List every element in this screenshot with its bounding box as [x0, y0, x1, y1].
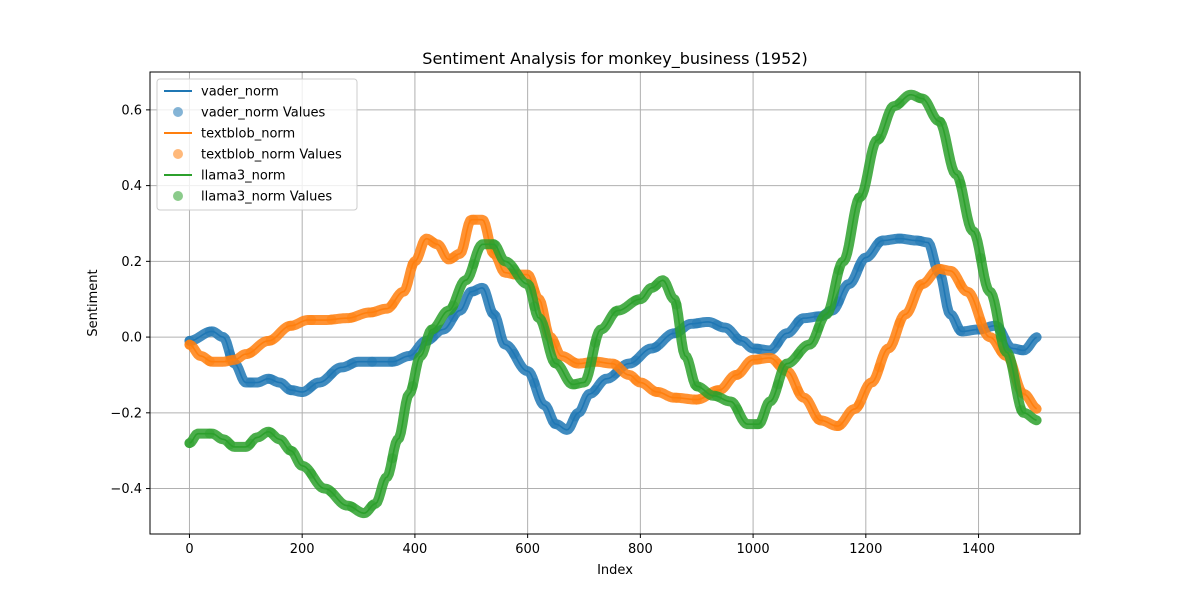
legend-label: textblob_norm Values — [201, 148, 342, 163]
legend-label: llama3_norm Values — [201, 190, 332, 205]
legend: vader_norm vader_norm Values textblob_norm… — [156, 78, 358, 211]
x-tick-label: 0 — [185, 542, 193, 557]
legend-label: vader_norm Values — [201, 106, 326, 121]
x-tick-label: 200 — [290, 542, 315, 557]
series-line — [189, 93, 1037, 514]
x-tick-label: 600 — [515, 542, 540, 557]
legend-marker-swatch — [173, 107, 183, 117]
x-tick-label: 400 — [402, 542, 427, 557]
series-line — [189, 237, 1038, 431]
y-tick-label: 0.2 — [121, 255, 142, 270]
legend-label: textblob_norm — [201, 127, 295, 142]
series-line — [189, 218, 1038, 427]
legend-label: llama3_norm — [201, 169, 286, 184]
x-tick-label: 1400 — [962, 542, 995, 557]
y-tick-label: 0.6 — [121, 103, 142, 118]
axis-ticks: 0 200 400 600 800 1000 1200 1400 −0.4 −0.2 0.0 0.2 0… — [110, 103, 995, 557]
series-llama3_norm — [184, 89, 1042, 519]
y-axis-label: Sentiment — [86, 269, 101, 336]
y-tick-label: −0.2 — [110, 406, 142, 421]
legend-label: vader_norm — [201, 85, 279, 100]
series-layer — [184, 89, 1042, 519]
legend-marker-swatch — [173, 149, 183, 159]
chart-title: Sentiment Analysis for monkey_business (… — [422, 49, 807, 69]
legend-box — [156, 78, 358, 211]
plot-frame — [149, 71, 1081, 535]
legend-marker-swatch — [173, 191, 183, 201]
x-tick-label: 1200 — [849, 542, 882, 557]
x-tick-label: 1000 — [737, 542, 770, 557]
x-tick-label: 800 — [628, 542, 653, 557]
y-tick-label: 0.4 — [121, 179, 142, 194]
y-tick-label: 0.0 — [121, 331, 142, 346]
x-axis-label: Index — [597, 563, 633, 578]
grid-lines — [150, 72, 1080, 534]
y-tick-label: −0.4 — [110, 482, 142, 497]
